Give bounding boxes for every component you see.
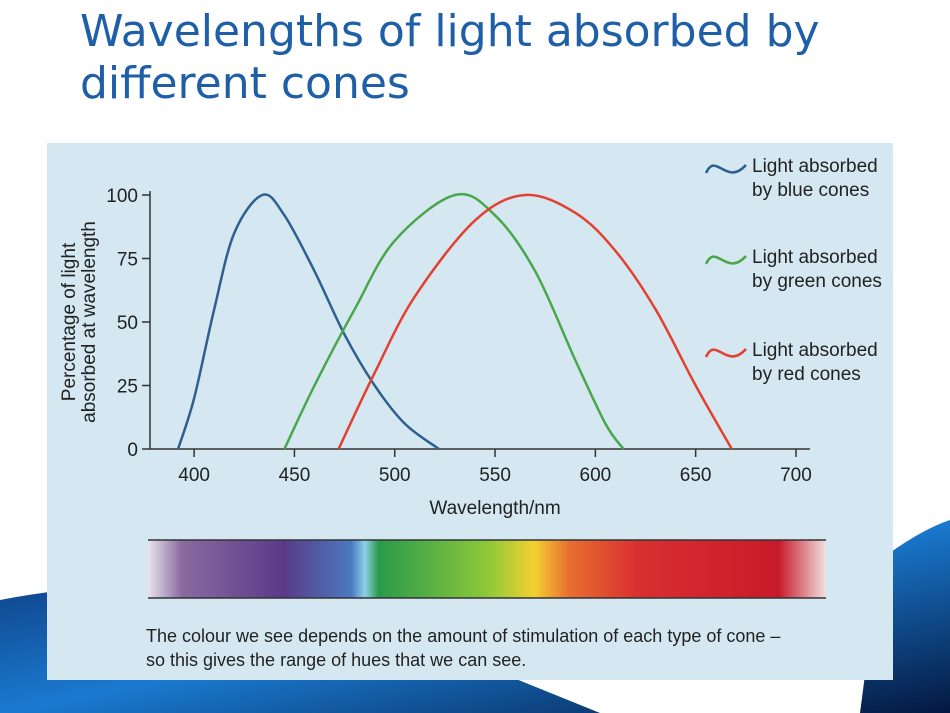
x-tick-label: 400 bbox=[178, 465, 210, 486]
plot: 0 25 50 75 100 400 450 500 550 600 650 700 Wavelengt… bbox=[59, 164, 812, 519]
x-tick-label: 700 bbox=[780, 465, 812, 486]
caption: The colour we see depends on the amount … bbox=[146, 626, 781, 670]
x-axis-label: Wavelength/nm bbox=[429, 498, 560, 519]
spectrum bbox=[148, 540, 826, 598]
line bbox=[176, 193, 440, 451]
legend-entry: Light absorbed by red cones bbox=[752, 340, 878, 385]
x-tick-label: 550 bbox=[479, 465, 511, 486]
y-axis-label: Percentage of light bbox=[59, 242, 80, 401]
legend-entry: Light absorbed by green cones bbox=[752, 247, 882, 292]
x-tick-label: 600 bbox=[580, 465, 612, 486]
x-tick-label: 450 bbox=[279, 465, 311, 486]
x-tick-label: 500 bbox=[379, 465, 411, 486]
line bbox=[337, 193, 733, 450]
slide-title: Wavelengths of light absorbed by differe… bbox=[80, 6, 820, 109]
y-axis-label: absorbed at wavelength bbox=[79, 221, 100, 423]
legend-swatch bbox=[704, 164, 747, 174]
y-tick-label: 50 bbox=[117, 313, 138, 334]
legend-swatch bbox=[704, 255, 747, 265]
x-tick-label: 650 bbox=[680, 465, 712, 486]
line bbox=[283, 192, 625, 450]
legend-entry: Light absorbed by blue cones bbox=[752, 156, 878, 201]
y-tick-label: 0 bbox=[127, 440, 138, 461]
legend-swatch bbox=[704, 348, 747, 358]
y-tick-label: 75 bbox=[117, 250, 138, 271]
y-tick-label: 25 bbox=[117, 377, 138, 398]
y-tick-label: 100 bbox=[106, 186, 138, 207]
